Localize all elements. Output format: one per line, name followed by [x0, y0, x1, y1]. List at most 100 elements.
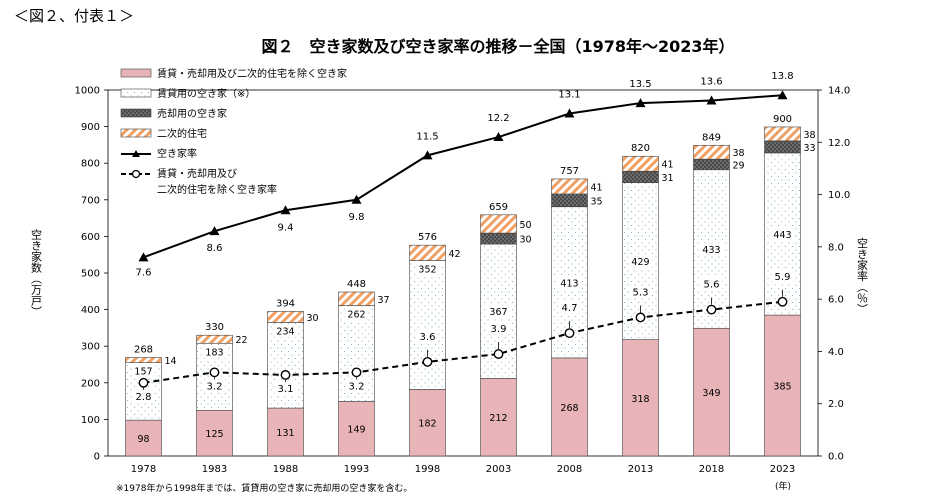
bar-segment: [196, 334, 233, 344]
rate-value-label: 12.2: [487, 113, 509, 124]
bar-value-label: 352: [418, 265, 436, 276]
excluding-rate-value-label: 3.2: [349, 381, 365, 392]
rate-value-label: 9.8: [349, 212, 365, 223]
rate-point: [564, 108, 575, 118]
excluding-rate-value-label: 3.1: [278, 384, 294, 395]
x-tick-label: 2008: [557, 464, 582, 475]
footnote: ※1978年から1998年までは、賃貸用の空き家に売却用の空き家を含む。: [116, 482, 412, 494]
legend-swatch: [120, 128, 152, 138]
bar-value-label: 30: [520, 235, 532, 246]
rate-point: [209, 226, 220, 236]
excluding-label-bg: [345, 379, 368, 392]
y2-tick-label: 12.0: [828, 138, 850, 149]
bar-value-label: 183: [205, 347, 223, 358]
excluding-label-bg: [487, 322, 510, 335]
bar-value-label: 98: [137, 434, 149, 445]
bar-total-label: 849: [702, 132, 721, 143]
bars-group: 98 157 14 268 125 183 22 330 131 234 30 394 149 262 37…: [125, 114, 816, 457]
y2-tick-label: 14.0: [828, 86, 850, 97]
y-tick-label: 500: [81, 269, 100, 280]
legend-marker: [131, 169, 141, 179]
excluding-rate-point: [138, 377, 149, 388]
rate-point: [777, 90, 788, 100]
bar-value-label: 29: [733, 160, 745, 171]
bar-value-label: 433: [702, 245, 720, 256]
bar-segment: [622, 339, 659, 457]
bar-segment: [764, 126, 801, 142]
legend-swatch: [120, 88, 152, 98]
rate-point: [493, 132, 504, 142]
legend-marker: [132, 150, 140, 157]
rate-point: [280, 205, 291, 215]
excluding-rate-value-label: 5.3: [633, 287, 649, 298]
rate-point: [635, 98, 646, 108]
bar-label-bg: [344, 307, 369, 321]
bar-label-bg: [202, 345, 227, 359]
bar-value-label: 30: [307, 313, 319, 324]
chart-title: 図２ 空き家数及び空き家率の推移－全国（1978年～2023年）: [261, 37, 734, 56]
bar-label-bg: [770, 228, 795, 242]
y2-tick-label: 6.0: [828, 295, 844, 306]
bar-segment: [409, 244, 446, 261]
bar-segment: [693, 327, 730, 457]
rate-value-label: 13.1: [558, 90, 580, 101]
excluding-rate-value-label: 4.7: [562, 303, 578, 314]
y-axis-label: 空き家数（万戸）: [30, 228, 43, 317]
figure-caption: ＜図２、付表１＞: [14, 7, 134, 25]
excluding-rate-point: [209, 367, 220, 378]
bar-value-label: 367: [489, 307, 507, 318]
y-tick-label: 700: [81, 195, 100, 206]
rate-point: [706, 95, 717, 105]
excluding-label-bg: [558, 301, 581, 314]
legend-label: 二次的住宅を除く空き家率: [157, 183, 277, 196]
bar-label-bg: [415, 262, 440, 276]
bar-segment: [409, 389, 446, 457]
excluding-rate-point: [351, 367, 362, 378]
bar-segment: [693, 158, 730, 171]
bar-value-label: 262: [347, 310, 365, 321]
bar-value-label: 31: [662, 173, 674, 184]
x-tick-label: 1998: [415, 464, 440, 475]
excluding-rate-point: [635, 312, 646, 323]
y2-tick-label: 4.0: [828, 347, 844, 358]
bar-value-label: 157: [134, 367, 152, 378]
excluding-label-bg: [274, 381, 297, 394]
bar-label-bg: [628, 255, 653, 269]
lines-group: 7.6 8.6 9.4 9.8 11.5 12.2 13.1 13.5 13.6 13.8 2.8 3…: [132, 71, 794, 403]
bar-total-label: 576: [418, 232, 437, 243]
bar-total-label: 820: [631, 143, 650, 154]
legend-swatch: [120, 68, 152, 78]
excluding-label-bg: [771, 269, 794, 282]
y-tick-label: 400: [81, 305, 100, 316]
rate-value-label: 9.4: [278, 222, 294, 233]
y-tick-label: 300: [81, 342, 100, 353]
bar-total-label: 330: [205, 322, 224, 333]
bar-segment: [338, 291, 375, 306]
rate-value-label: 13.5: [629, 79, 651, 90]
x-tick-label: 2018: [699, 464, 724, 475]
x-tick-label: 2003: [486, 464, 511, 475]
legend-label: 売却用の空き家: [157, 107, 227, 120]
y-tick-label: 0: [94, 452, 100, 463]
bar-segment: [693, 144, 730, 160]
line-excluding-rate: [143, 300, 783, 384]
bar-label-bg: [273, 324, 298, 338]
bar-value-label: 42: [449, 249, 461, 260]
bar-segment: [267, 311, 304, 323]
bar-value-label: 131: [276, 428, 294, 439]
bar-total-label: 448: [347, 279, 366, 290]
bar-label-bg: [557, 276, 582, 290]
y-tick-label: 900: [81, 122, 100, 133]
excluding-rate-value-label: 3.9: [491, 324, 507, 335]
bar-segment: [551, 178, 588, 195]
bar-value-label: 125: [205, 429, 223, 440]
excluding-label-bg: [629, 285, 652, 298]
excluding-label-bg: [132, 389, 155, 402]
bar-segment: [622, 170, 659, 183]
bar-value-label: 33: [804, 143, 816, 154]
bar-value-label: 443: [773, 230, 791, 241]
bar-total-label: 394: [276, 298, 295, 309]
bar-label-bg: [699, 243, 724, 257]
